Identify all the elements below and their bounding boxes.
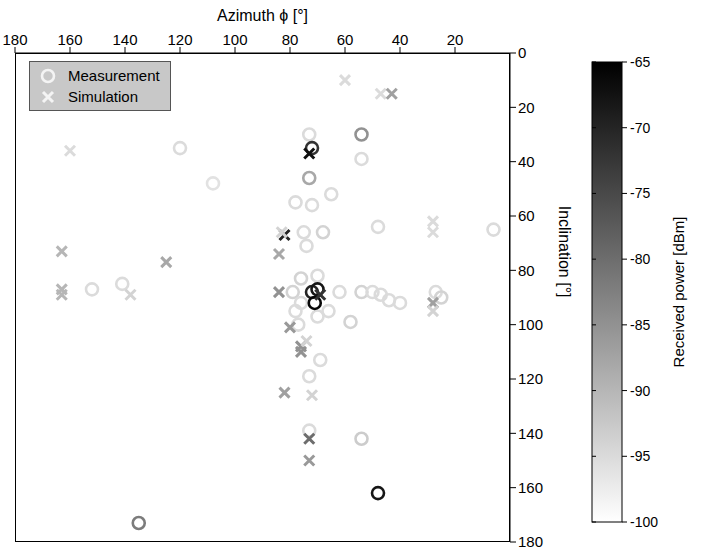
svg-text:-100: -100 <box>630 514 658 530</box>
svg-text:20: 20 <box>447 31 464 48</box>
svg-text:-85: -85 <box>630 317 650 333</box>
svg-text:180: 180 <box>2 31 27 48</box>
svg-text:Received power [dBm]: Received power [dBm] <box>670 217 687 368</box>
svg-text:160: 160 <box>57 31 82 48</box>
svg-text:140: 140 <box>112 31 137 48</box>
svg-text:80: 80 <box>518 262 535 279</box>
svg-text:-80: -80 <box>630 251 650 267</box>
svg-text:-70: -70 <box>630 120 650 136</box>
svg-text:-75: -75 <box>630 185 650 201</box>
svg-text:100: 100 <box>222 31 247 48</box>
svg-text:60: 60 <box>518 207 535 224</box>
svg-text:Inclination [°]: Inclination [°] <box>556 206 573 298</box>
svg-text:80: 80 <box>282 31 299 48</box>
svg-text:40: 40 <box>392 31 409 48</box>
svg-text:180: 180 <box>518 533 543 550</box>
svg-text:120: 120 <box>167 31 192 48</box>
html-text:Measurement: Measurement <box>68 67 160 84</box>
svg-text:-95: -95 <box>630 448 650 464</box>
svg-text:160: 160 <box>518 479 543 496</box>
svg-text:140: 140 <box>518 425 543 442</box>
svg-text:120: 120 <box>518 370 543 387</box>
svg-text:20: 20 <box>518 99 535 116</box>
svg-text:-65: -65 <box>630 54 650 70</box>
svg-text:100: 100 <box>518 316 543 333</box>
html-text:Simulation: Simulation <box>68 88 138 105</box>
svg-text:0: 0 <box>518 44 526 61</box>
svg-text:60: 60 <box>337 31 354 48</box>
svg-text:Azimuth ϕ [°]: Azimuth ϕ [°] <box>217 7 308 24</box>
svg-text:-90: -90 <box>630 383 650 399</box>
svg-text:40: 40 <box>518 153 535 170</box>
